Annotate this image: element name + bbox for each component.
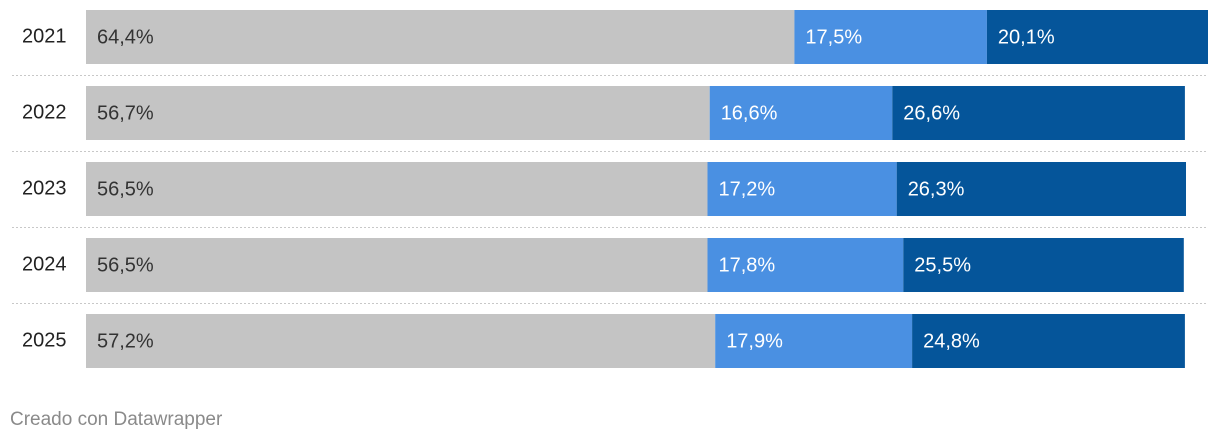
value-label: 17,8% [719,254,776,276]
category-label: 2021 [22,25,67,47]
bar-segment [986,10,1208,64]
value-label: 20,1% [998,26,1055,48]
value-label: 56,5% [97,254,154,276]
bar-segment [709,86,893,140]
bar-segment [892,86,1185,140]
bar-segment [903,238,1184,292]
value-label: 64,4% [97,26,154,48]
value-label: 56,7% [97,102,154,124]
bar-segment [86,314,716,368]
value-label: 17,2% [719,178,776,200]
bar-segment [86,162,708,216]
value-label: 26,3% [908,178,965,200]
bar-segment [896,162,1186,216]
value-label: 24,8% [923,330,980,352]
bar-segment [86,10,795,64]
value-label: 56,5% [97,178,154,200]
value-label: 25,5% [914,254,971,276]
value-label: 17,9% [726,330,783,352]
credit: Creado con Datawrapper [10,409,223,430]
bar-segment [707,238,904,292]
bar-segment [912,314,1185,368]
bar-segment [86,86,710,140]
value-label: 16,6% [721,102,778,124]
category-label: 2025 [22,329,67,351]
bar-segment [86,238,708,292]
category-label: 2024 [22,253,67,275]
value-label: 17,5% [805,26,862,48]
value-label: 26,6% [903,102,960,124]
bar-segment [794,10,987,64]
value-label: 57,2% [97,330,154,352]
category-label: 2022 [22,101,67,123]
bar-segment [707,162,897,216]
bar-segment [715,314,913,368]
category-label: 2023 [22,177,67,199]
